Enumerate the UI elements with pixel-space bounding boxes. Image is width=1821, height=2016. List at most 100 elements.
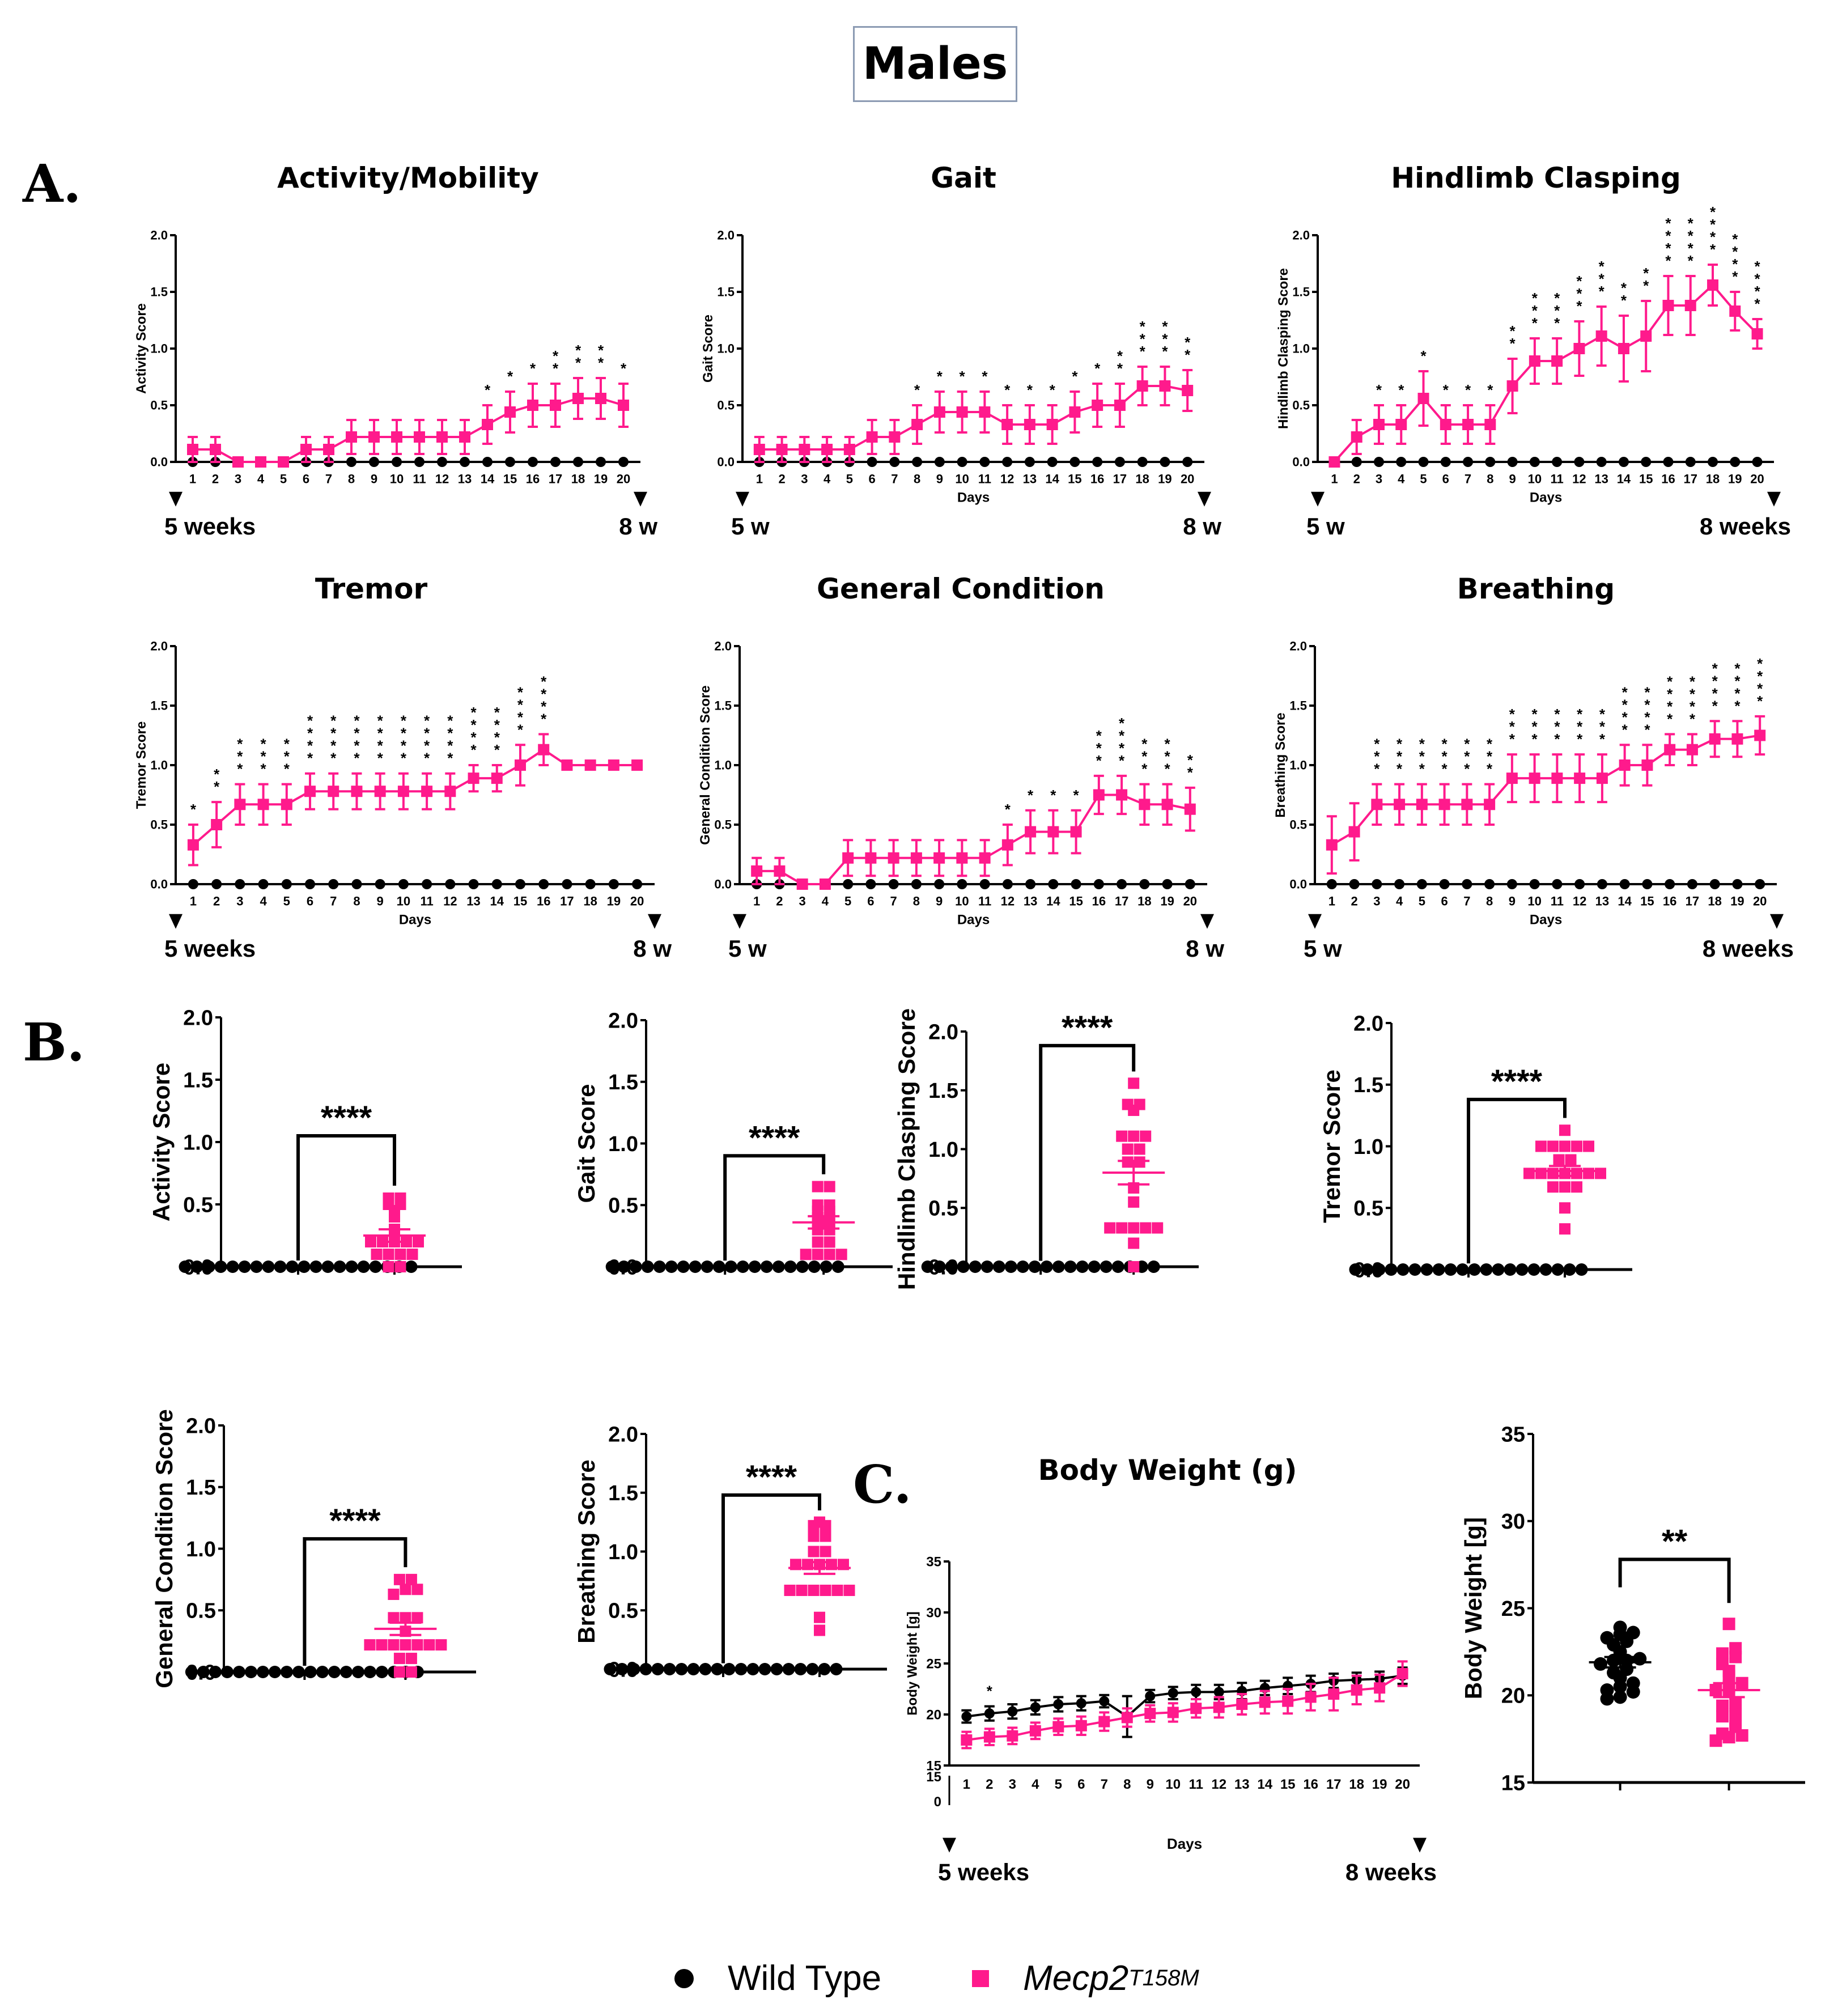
data-point-mutant xyxy=(608,759,619,771)
data-point-mutant xyxy=(1551,355,1563,367)
data-point-wild-type xyxy=(617,1260,630,1273)
x-tick-label: 8 xyxy=(348,472,355,486)
x-tick-label: 8 xyxy=(913,894,920,908)
data-point-wild-type xyxy=(414,457,425,467)
data-point-mutant xyxy=(394,1192,406,1204)
data-point-wild-type xyxy=(1137,457,1148,467)
significance-star: * xyxy=(1464,748,1470,765)
data-point-mutant xyxy=(1618,343,1629,354)
x-tick-label: 19 xyxy=(1730,894,1744,908)
significance-star: * xyxy=(1510,335,1516,352)
data-point-wild-type xyxy=(632,879,643,889)
data-point-wild-type xyxy=(1552,457,1563,467)
significance-label: **** xyxy=(746,1459,797,1496)
y-tick-label: 1.5 xyxy=(1289,699,1307,713)
data-point-wild-type xyxy=(363,1666,376,1678)
data-point-mutant xyxy=(1001,419,1013,430)
significance-star: * xyxy=(1165,748,1171,765)
significance-star: * xyxy=(1622,684,1628,701)
data-point-wild-type xyxy=(445,879,456,889)
significance-label: **** xyxy=(329,1503,381,1539)
x-tick-label: 14 xyxy=(1046,894,1060,908)
data-point-wild-type xyxy=(1088,1260,1101,1273)
significance-star: * xyxy=(1141,761,1148,778)
significance-star: * xyxy=(1532,706,1538,723)
data-point-mutant xyxy=(1007,1730,1018,1742)
end-arrow-icon xyxy=(1770,914,1784,929)
data-point-wild-type xyxy=(188,879,198,889)
significance-star: * xyxy=(1532,315,1538,332)
data-point-mutant xyxy=(1134,1156,1145,1168)
x-tick-label: 2 xyxy=(986,1777,993,1792)
data-point-mutant xyxy=(1144,1708,1156,1720)
y-tick-label: 0.5 xyxy=(186,1599,216,1623)
x-tick-label: 13 xyxy=(1594,472,1608,486)
data-point-wild-type xyxy=(969,1260,982,1273)
data-point-mutant xyxy=(1640,330,1652,342)
data-point-wild-type xyxy=(1213,1687,1224,1697)
significance-star: * xyxy=(1396,761,1403,778)
x-tick-label: 6 xyxy=(1441,894,1448,908)
significance-star: * xyxy=(1119,715,1125,732)
x-axis-label: Days xyxy=(957,912,990,927)
data-point-wild-type xyxy=(1752,457,1763,467)
data-point-wild-type xyxy=(1361,1263,1374,1276)
data-point-wild-type xyxy=(1373,1263,1386,1276)
data-point-mutant xyxy=(1116,1130,1128,1142)
x-tick-label: 5 xyxy=(283,894,290,908)
data-point-mutant xyxy=(1523,1168,1535,1179)
data-point-wild-type xyxy=(515,879,525,889)
data-point-wild-type xyxy=(1030,1702,1041,1713)
x-tick-label: 20 xyxy=(1753,894,1767,908)
significance-star: * xyxy=(1665,227,1671,244)
start-label: 5 weeks xyxy=(938,1859,1029,1886)
data-point-mutant xyxy=(504,406,516,418)
x-tick-label: 3 xyxy=(236,894,243,908)
data-point-wild-type xyxy=(1069,457,1080,467)
data-point-mutant xyxy=(1052,1721,1064,1733)
significance-star: * xyxy=(1419,761,1425,778)
data-point-mutant xyxy=(1716,1727,1729,1740)
significance-star: * xyxy=(1665,215,1671,232)
data-point-mutant xyxy=(1461,799,1473,810)
significance-star: * xyxy=(330,750,337,767)
data-point-mutant xyxy=(405,1653,417,1665)
chart-title-breathing: Breathing xyxy=(1457,572,1615,605)
data-point-mutant xyxy=(831,1584,843,1596)
x-tick-label: 4 xyxy=(260,894,267,908)
significance-star: * xyxy=(1576,298,1582,315)
data-point-wild-type xyxy=(992,1260,1005,1273)
significance-star: * xyxy=(1532,302,1538,319)
data-point-mutant xyxy=(1140,1222,1152,1234)
y-tick-label: 0.0 xyxy=(150,455,168,469)
data-point-mutant xyxy=(187,444,198,455)
data-point-mutant xyxy=(1152,1222,1164,1234)
data-point-mutant xyxy=(1001,839,1013,851)
data-point-wild-type xyxy=(1633,1652,1647,1666)
end-label: 8 w xyxy=(1186,935,1224,962)
significance-star: * xyxy=(377,737,384,754)
data-point-wild-type xyxy=(1007,1706,1018,1717)
significance-star: * xyxy=(354,712,360,729)
data-point-wild-type xyxy=(1626,1676,1640,1690)
data-point-wild-type xyxy=(1574,457,1585,467)
data-point-mutant xyxy=(1024,419,1035,430)
data-point-mutant xyxy=(1664,744,1676,756)
data-point-mutant xyxy=(1029,1725,1041,1737)
data-point-mutant xyxy=(1716,1710,1729,1723)
data-point-mutant xyxy=(820,1546,831,1557)
x-tick-label: 10 xyxy=(1527,894,1541,908)
data-point-wild-type xyxy=(398,879,409,889)
panel-label-b: B. xyxy=(23,1012,85,1073)
data-point-mutant xyxy=(1236,1699,1248,1710)
data-point-mutant xyxy=(365,1236,376,1247)
significance-star: * xyxy=(1712,685,1718,702)
significance-star: * xyxy=(424,725,430,742)
data-point-wild-type xyxy=(1600,1631,1614,1645)
data-point-mutant xyxy=(889,431,901,443)
data-point-wild-type xyxy=(1373,457,1384,467)
x-tick-label: 5 xyxy=(1419,894,1425,908)
data-point-wild-type xyxy=(677,1260,690,1273)
data-point-wild-type xyxy=(369,1260,382,1273)
